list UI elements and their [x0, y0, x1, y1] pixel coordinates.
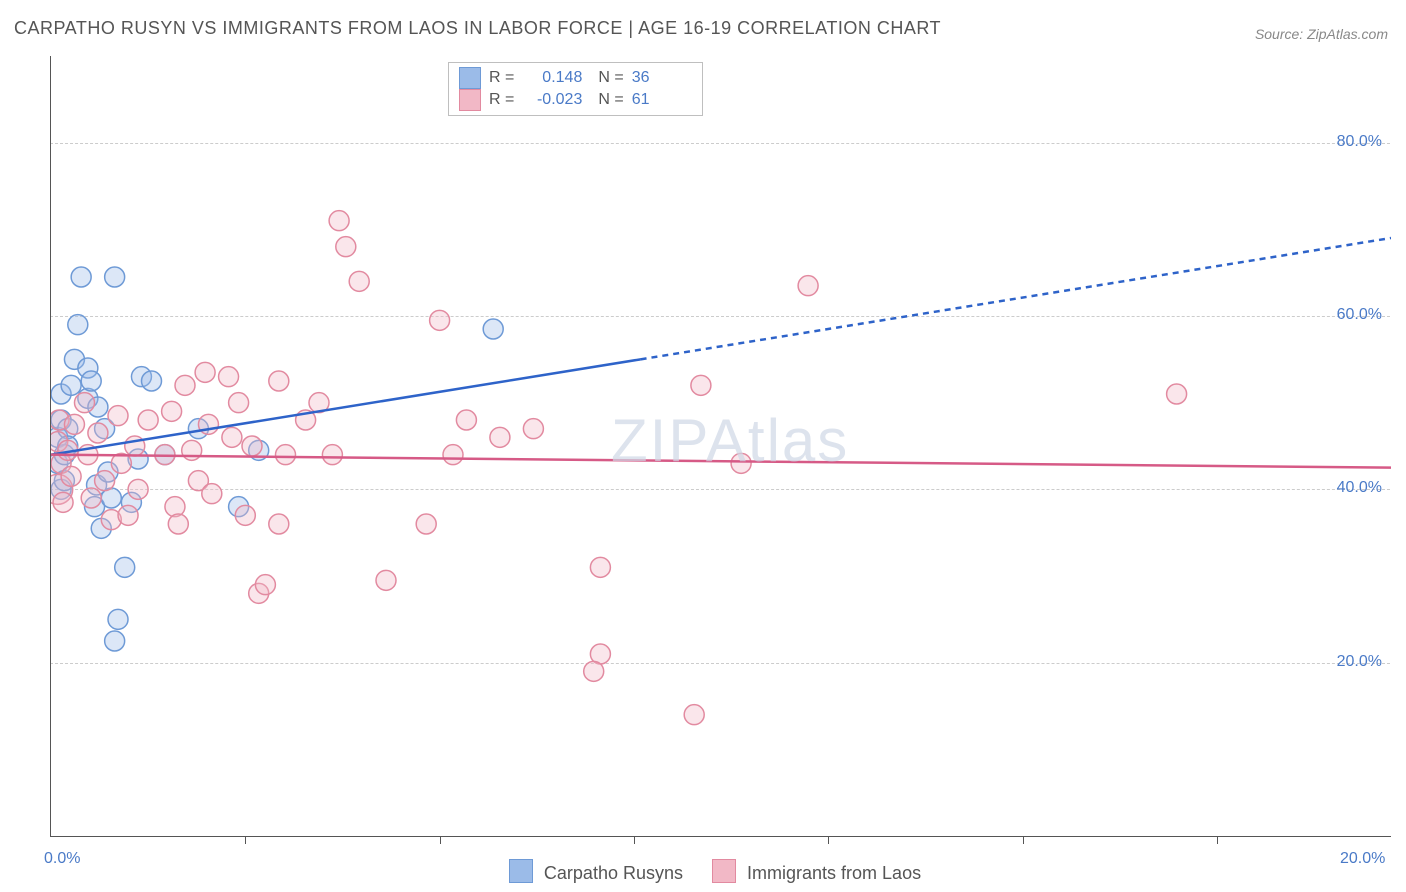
data-point: [128, 479, 148, 499]
data-point: [416, 514, 436, 534]
data-point: [115, 557, 135, 577]
data-point: [430, 310, 450, 330]
data-point: [95, 471, 115, 491]
x-minor-tick: [245, 836, 246, 844]
r-value-b: -0.023: [522, 91, 582, 109]
data-point: [61, 375, 81, 395]
r-value-a: 0.148: [522, 69, 582, 87]
r-label-b: R =: [489, 91, 514, 109]
data-point: [584, 661, 604, 681]
data-point: [118, 505, 138, 525]
data-point: [731, 453, 751, 473]
data-point: [53, 492, 73, 512]
data-point: [168, 514, 188, 534]
data-point: [269, 371, 289, 391]
data-point: [162, 401, 182, 421]
data-point: [443, 445, 463, 465]
data-point: [202, 484, 222, 504]
swatch-a-icon: [459, 67, 481, 89]
data-point: [165, 497, 185, 517]
plot-svg: [51, 56, 1391, 836]
series-legend: Carpatho Rusyns Immigrants from Laos: [0, 859, 1406, 884]
data-point: [523, 419, 543, 439]
source-prefix: Source:: [1255, 26, 1307, 42]
data-point: [1167, 384, 1187, 404]
data-point: [276, 445, 296, 465]
x-minor-tick: [828, 836, 829, 844]
data-point: [88, 423, 108, 443]
n-label-b: N =: [598, 91, 623, 109]
data-point: [684, 705, 704, 725]
n-value-b: 61: [632, 91, 692, 109]
n-value-a: 36: [632, 69, 692, 87]
data-point: [68, 315, 88, 335]
data-point: [81, 371, 101, 391]
stats-legend: R = 0.148 N = 36 R = -0.023 N = 61: [448, 62, 703, 116]
data-point: [329, 211, 349, 231]
n-label-a: N =: [598, 69, 623, 87]
data-point: [483, 319, 503, 339]
data-point: [235, 505, 255, 525]
data-point: [75, 393, 95, 413]
swatch-b-bottom-icon: [712, 859, 736, 883]
plot-area: ZIPAtlas: [50, 56, 1391, 837]
data-point: [195, 362, 215, 382]
regression-line: [51, 455, 1391, 468]
data-point: [142, 371, 162, 391]
data-point: [108, 406, 128, 426]
source-attribution: Source: ZipAtlas.com: [1255, 26, 1388, 42]
data-point: [61, 466, 81, 486]
data-point: [269, 514, 289, 534]
data-point: [81, 488, 101, 508]
x-minor-tick: [440, 836, 441, 844]
r-label-a: R =: [489, 69, 514, 87]
swatch-a-bottom-icon: [509, 859, 533, 883]
stats-legend-row-b: R = -0.023 N = 61: [459, 89, 692, 111]
series-b-label: Immigrants from Laos: [747, 863, 921, 883]
regression-line-extrapolated: [641, 238, 1391, 359]
data-point: [336, 237, 356, 257]
data-point: [105, 267, 125, 287]
data-point: [175, 375, 195, 395]
data-point: [219, 367, 239, 387]
source-link[interactable]: ZipAtlas.com: [1307, 26, 1388, 42]
x-minor-tick: [1023, 836, 1024, 844]
data-point: [456, 410, 476, 430]
series-a-label: Carpatho Rusyns: [544, 863, 683, 883]
data-point: [490, 427, 510, 447]
data-point: [229, 393, 249, 413]
data-point: [138, 410, 158, 430]
data-point: [798, 276, 818, 296]
data-point: [590, 557, 610, 577]
data-point: [108, 609, 128, 629]
data-point: [349, 271, 369, 291]
stats-legend-row-a: R = 0.148 N = 36: [459, 67, 692, 89]
data-point: [322, 445, 342, 465]
swatch-b-icon: [459, 89, 481, 111]
chart-container: CARPATHO RUSYN VS IMMIGRANTS FROM LAOS I…: [0, 0, 1406, 892]
data-point: [64, 414, 84, 434]
data-point: [71, 267, 91, 287]
chart-title: CARPATHO RUSYN VS IMMIGRANTS FROM LAOS I…: [14, 18, 941, 39]
data-point: [222, 427, 242, 447]
data-point: [691, 375, 711, 395]
data-point: [105, 631, 125, 651]
x-minor-tick: [1217, 836, 1218, 844]
x-minor-tick: [634, 836, 635, 844]
data-point: [242, 436, 262, 456]
data-point: [376, 570, 396, 590]
data-point: [255, 575, 275, 595]
